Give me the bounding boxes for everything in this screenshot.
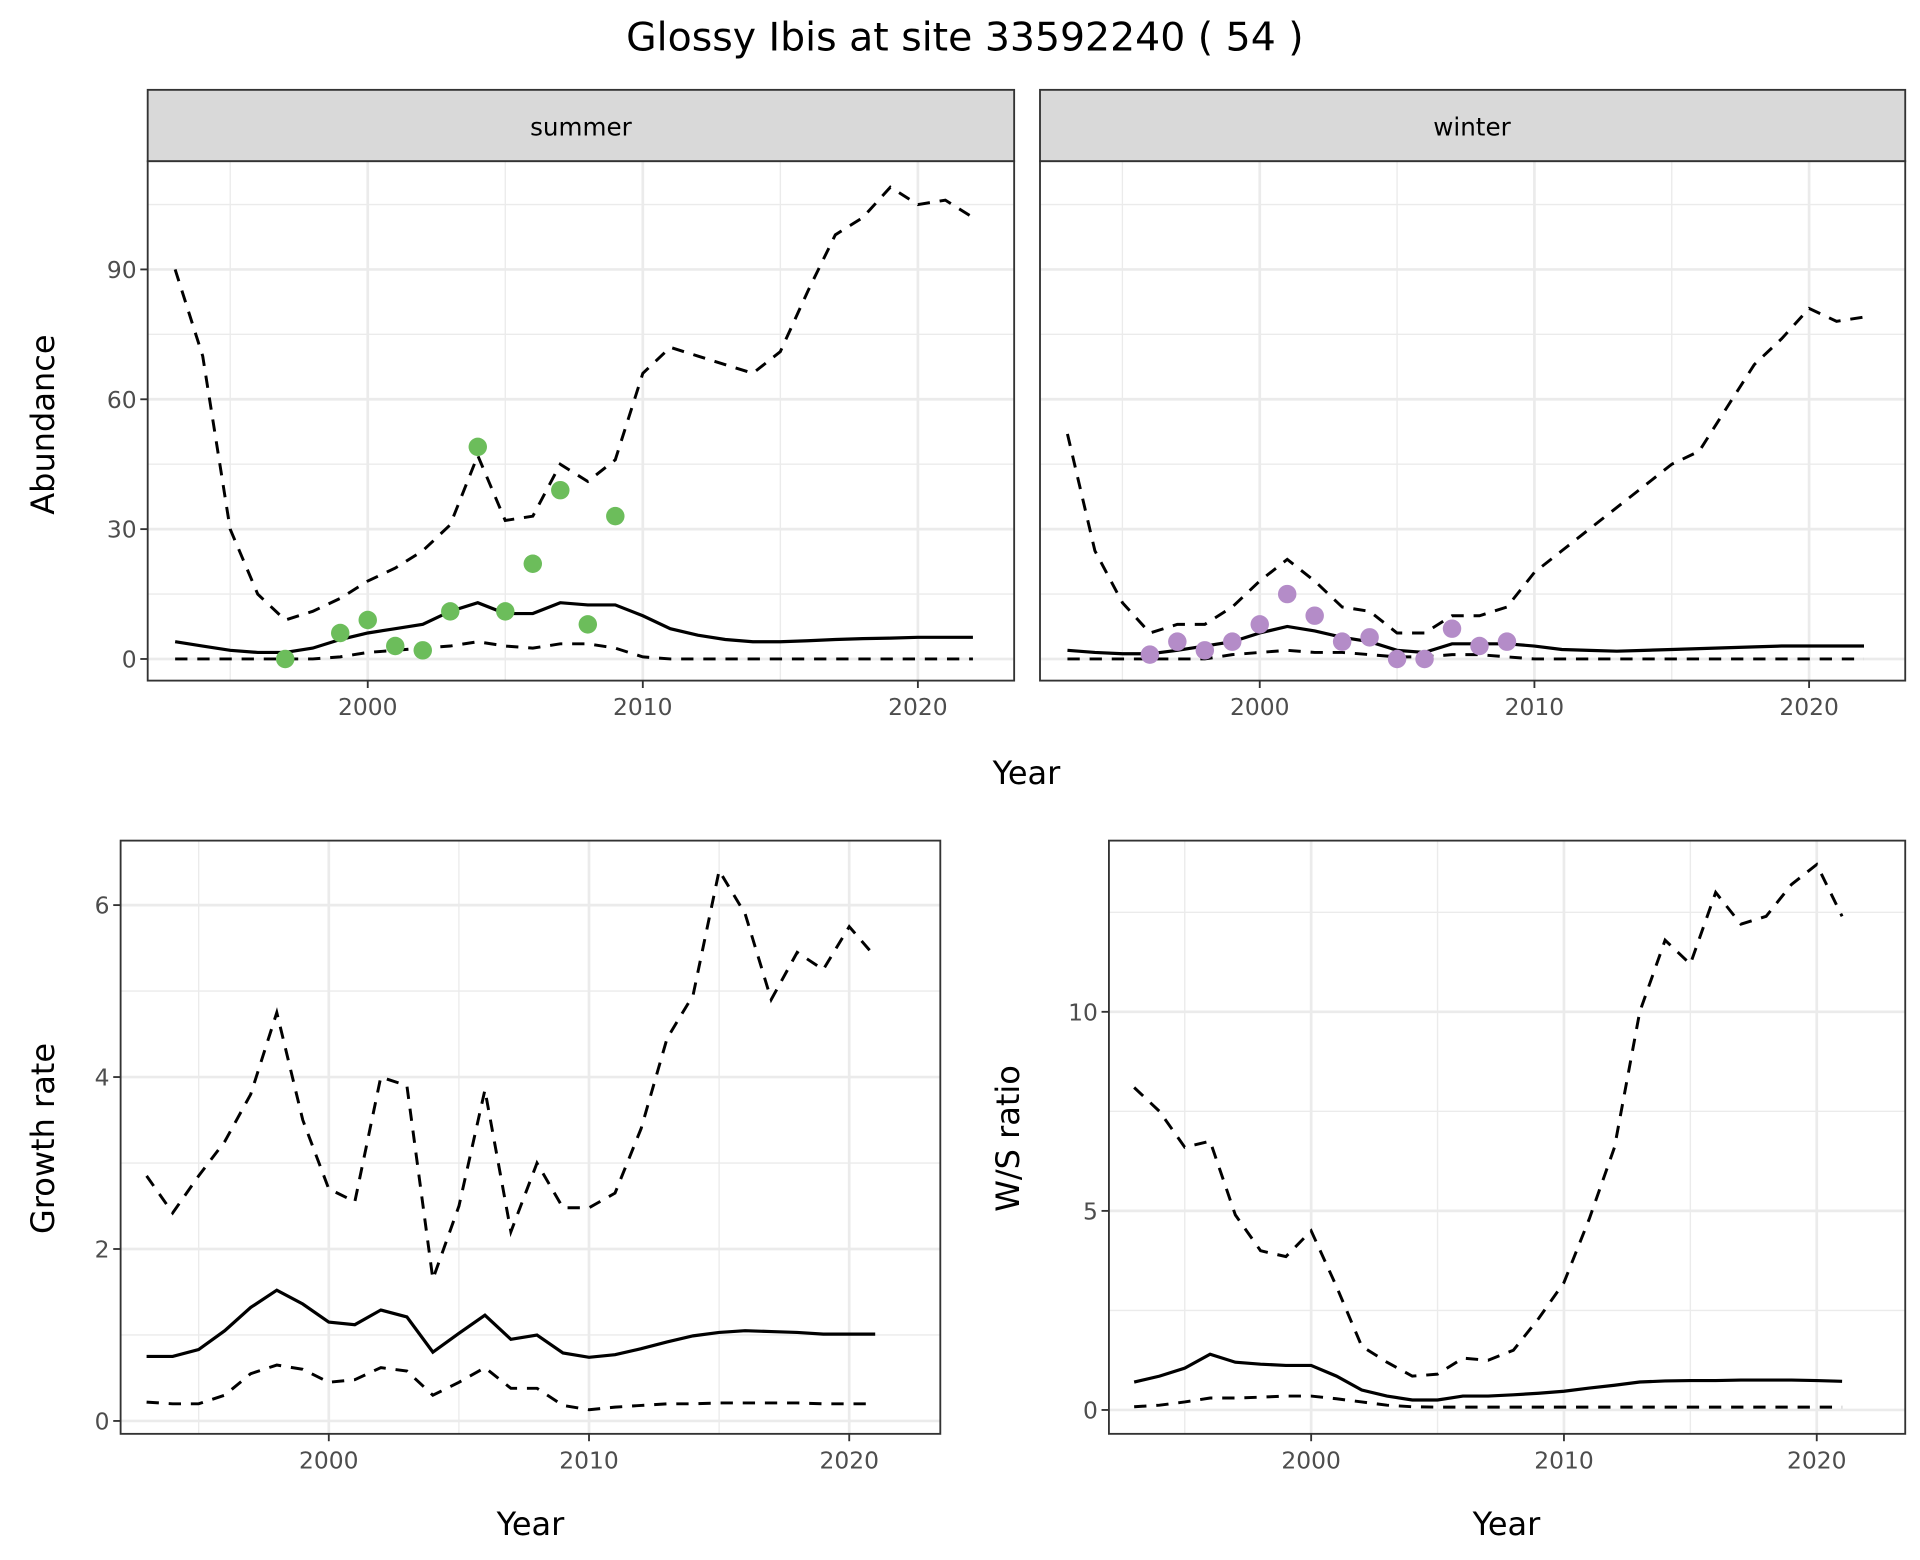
observed-point	[1470, 636, 1489, 656]
observed-point	[358, 610, 377, 630]
x-axis-title-ratio: Year	[1472, 1505, 1542, 1543]
x-axis-title-growth: Year	[496, 1505, 566, 1543]
observed-point	[1223, 632, 1242, 651]
y-tick-label: 0	[1083, 1397, 1098, 1425]
upper-bound-line	[145, 866, 877, 1280]
observed-point	[413, 641, 432, 660]
chart-title: Glossy Ibis at site 33592240 ( 54 )	[626, 14, 1303, 60]
y-tick-label: 0	[95, 1408, 110, 1436]
observed-point	[523, 554, 543, 573]
observed-point	[578, 615, 598, 634]
observed-point	[1277, 584, 1297, 604]
observed-point	[468, 437, 488, 457]
observed-point	[551, 480, 570, 500]
y-axis-title-growth: Growth rate	[24, 1043, 62, 1234]
strip-winter: winter	[1039, 88, 1907, 163]
x-tick-label: 2010	[1505, 693, 1565, 721]
observed-point	[331, 623, 350, 643]
observed-point	[1195, 641, 1215, 660]
x-tick-label: 2000	[299, 1446, 359, 1474]
observed-point	[275, 649, 295, 669]
plot-background	[120, 840, 941, 1434]
lower-bound-line	[175, 640, 973, 661]
observed-point	[441, 602, 460, 621]
observed-point	[1442, 619, 1462, 638]
panel-growth-rate: 2000 2010 2020 0 2 4 6	[95, 839, 942, 1474]
y-tick-label: 4	[95, 1064, 110, 1092]
x-tick-label: 2010	[1534, 1446, 1594, 1474]
observed-point	[1497, 632, 1517, 651]
mean-line	[146, 1288, 876, 1359]
y-tick-label: 0	[122, 646, 137, 674]
lower-bound-line	[1134, 1394, 1843, 1409]
observed-point	[1140, 645, 1160, 664]
x-tick-label: 2000	[1230, 693, 1290, 721]
y-axis-title-abundance: Abundance	[24, 334, 62, 514]
panel-border	[146, 160, 1016, 682]
y-tick-label: 60	[107, 386, 137, 414]
observed-point	[606, 506, 625, 526]
panel-ws-ratio: 2000 2010 2020 0 5 10	[1068, 839, 1907, 1474]
upper-bound-line	[1066, 306, 1865, 635]
x-tick-label: 2000	[338, 693, 398, 721]
x-tick-label: 2010	[559, 1446, 619, 1474]
y-tick-label: 90	[107, 256, 137, 284]
y-axis-title-ratio: W/S ratio	[989, 1065, 1027, 1212]
mean-line	[1133, 1352, 1843, 1402]
y-tick-label: 2	[95, 1236, 110, 1264]
x-axis-title-top: Year	[992, 754, 1062, 792]
x-tick-label: 2020	[1779, 693, 1839, 721]
x-tick-label: 2020	[888, 693, 948, 721]
observed-point	[1332, 632, 1352, 651]
y-tick-label: 6	[95, 892, 110, 920]
panel-summer-abundance: 2000 2010 2020 0 30 60 90	[107, 160, 1016, 721]
observed-point	[1415, 649, 1434, 669]
x-tick-label: 2000	[1281, 1446, 1341, 1474]
panel-border	[1108, 839, 1907, 1435]
panel-border	[1039, 160, 1907, 682]
strip-label-summer: summer	[530, 112, 633, 141]
x-tick-label: 2020	[819, 1446, 879, 1474]
panel-border	[119, 839, 942, 1435]
plot-background	[147, 161, 1015, 681]
y-tick-label: 5	[1083, 1198, 1098, 1226]
lower-bound-line	[146, 1363, 876, 1412]
strip-label-winter: winter	[1433, 112, 1511, 141]
observed-point	[1360, 628, 1379, 647]
observed-point	[1305, 606, 1324, 625]
strip-summer: summer	[146, 88, 1016, 163]
observed-point	[386, 636, 405, 656]
mean-line	[174, 601, 973, 655]
y-tick-label: 30	[107, 516, 137, 544]
upper-bound-line	[1133, 862, 1844, 1378]
plot-background	[1040, 161, 1906, 681]
x-tick-label: 2010	[613, 693, 673, 721]
observed-point	[496, 602, 515, 621]
upper-bound-line	[173, 185, 974, 622]
x-tick-label: 2020	[1787, 1446, 1847, 1474]
lower-bound-line	[1067, 648, 1864, 661]
plot-background	[1108, 840, 1906, 1434]
observed-point	[1250, 615, 1269, 634]
observed-point	[1387, 649, 1407, 669]
observed-point	[1168, 632, 1187, 651]
panel-winter-abundance: 2000 2010 2020	[1039, 160, 1907, 721]
y-tick-label: 10	[1068, 998, 1098, 1026]
